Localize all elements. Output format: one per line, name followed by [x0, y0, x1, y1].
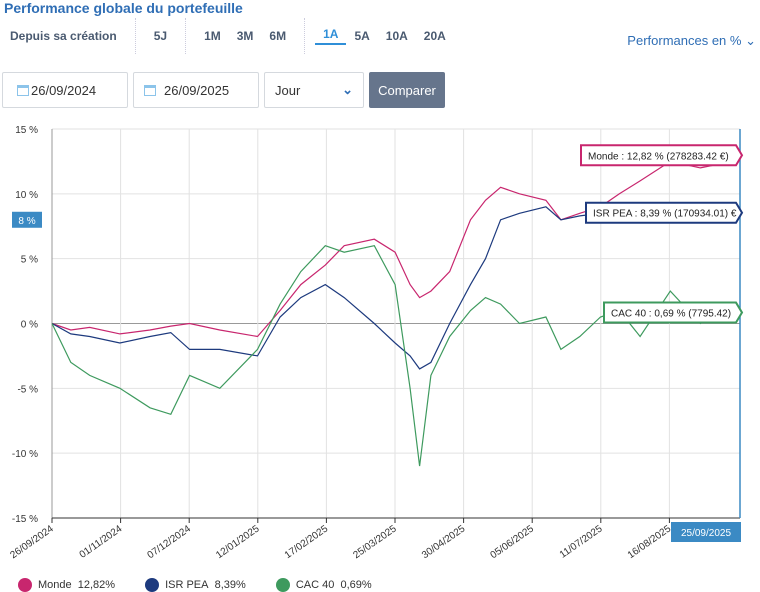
legend-value: 8,39% — [214, 579, 246, 591]
chevron-down-icon: ⌄ — [745, 33, 756, 48]
period-10a[interactable]: 10A — [385, 29, 408, 43]
x-tick-label: 26/09/2024 — [8, 523, 56, 561]
tooltip-box — [585, 201, 744, 224]
period-since-creation[interactable]: Depuis sa création — [10, 29, 117, 43]
period-1a[interactable]: 1A — [315, 27, 347, 45]
x-tick-label: 25/03/2025 — [351, 523, 399, 561]
legend-item-monde[interactable]: Monde 12,82% — [18, 578, 115, 592]
period-5a[interactable]: 5A — [354, 29, 370, 43]
y-tick-label: 10 % — [15, 190, 38, 201]
period-1m[interactable]: 1M — [204, 29, 221, 43]
x-tick-label: 30/04/2025 — [420, 523, 468, 561]
tooltip-box — [580, 144, 744, 167]
chevron-down-icon: ⌄ — [342, 82, 353, 97]
y-tick-label: -5 % — [17, 384, 38, 395]
period-6m[interactable]: 6M — [269, 29, 287, 43]
calendar-icon — [144, 84, 156, 96]
y-tick-label: -15 % — [12, 514, 38, 525]
tooltip-box — [603, 301, 744, 324]
cursor-y-label: 8 % — [18, 216, 35, 227]
y-tick-label: 15 % — [15, 125, 38, 136]
x-tick-label: 01/11/2024 — [78, 523, 125, 561]
series-dot — [18, 578, 32, 592]
legend-label: ISR PEA — [165, 579, 209, 591]
start-date-value: 26/09/2024 — [31, 82, 97, 98]
period-selector: Depuis sa création 5J 1M 3M 6M 1A 5A 10A 20A — [0, 18, 464, 54]
page-title: Performance globale du portefeuille — [4, 0, 243, 16]
legend-value: 0,69% — [340, 579, 372, 591]
cursor-y-label-box — [12, 211, 42, 228]
tooltip-text: CAC 40 : 0,69 % (7795.42) — [611, 309, 731, 320]
legend-label: Monde — [38, 579, 72, 591]
x-tick-label: 16/08/2025 — [626, 523, 674, 561]
x-tick-label: 05/06/2025 — [489, 523, 537, 561]
legend-label: CAC 40 — [295, 579, 335, 591]
performance-unit-label: Performances en % — [627, 33, 742, 48]
y-tick-label: 5 % — [21, 255, 38, 266]
series-line-monde — [51, 156, 739, 338]
compare-button[interactable]: Comparer — [369, 72, 445, 108]
cursor-x-label: 25/09/2025 — [681, 528, 731, 539]
period-20a[interactable]: 20A — [423, 29, 446, 43]
frequency-value: Jour — [275, 82, 301, 98]
start-date-input[interactable]: 26/09/2024 — [2, 72, 128, 108]
end-date-input[interactable]: 26/09/2025 — [133, 72, 259, 108]
calendar-icon — [17, 84, 29, 96]
tooltip-text: Monde : 12,82 % (278283.42 €) — [588, 151, 729, 162]
cursor-x-label-box — [671, 522, 741, 542]
legend: Monde 12,82% ISR PEA 8,39% CAC 40 0,69% — [18, 578, 402, 592]
y-tick-label: -10 % — [12, 449, 38, 460]
x-tick-label: 17/02/2025 — [283, 523, 331, 561]
tooltip-text: ISR PEA : 8,39 % (170934.01) € — [593, 209, 737, 220]
period-5j[interactable]: 5J — [153, 29, 168, 43]
x-tick-label: 07/12/2024 — [146, 523, 194, 561]
legend-item-isr-pea[interactable]: ISR PEA 8,39% — [145, 578, 246, 592]
end-date-value: 26/09/2025 — [164, 82, 230, 98]
performance-unit-dropdown[interactable]: Performances en % ⌄ — [627, 33, 756, 49]
x-tick-label: 12/01/2025 — [214, 523, 262, 561]
period-3m[interactable]: 3M — [236, 29, 254, 43]
legend-value: 12,82% — [77, 579, 116, 591]
x-tick-label: 11/07/2025 — [558, 523, 605, 561]
series-dot — [145, 578, 160, 592]
frequency-select[interactable]: Jour ⌄ — [264, 72, 364, 108]
y-tick-label: 0 % — [21, 320, 38, 331]
series-dot — [275, 578, 290, 592]
legend-item-cac40[interactable]: CAC 40 0,69% — [275, 578, 372, 592]
